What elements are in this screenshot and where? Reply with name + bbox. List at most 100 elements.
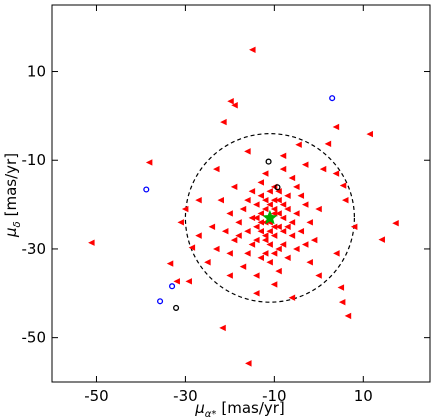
triangle-marker bbox=[284, 223, 291, 230]
triangle-marker bbox=[288, 219, 296, 226]
triangle-marker bbox=[188, 244, 196, 251]
triangle-marker bbox=[342, 196, 349, 204]
triangle-marker bbox=[227, 98, 234, 105]
x-tick-label: -10 bbox=[262, 387, 287, 405]
y-tick-label: -10 bbox=[22, 151, 47, 169]
triangle-marker bbox=[257, 192, 265, 199]
x-label-symbol: μ bbox=[194, 399, 205, 417]
x-tick-label: -50 bbox=[84, 387, 109, 405]
triangle-marker bbox=[244, 148, 251, 155]
circle-marker bbox=[143, 186, 150, 193]
circle-marker bbox=[274, 184, 281, 191]
triangle-marker bbox=[301, 241, 309, 248]
triangle-marker bbox=[279, 214, 287, 222]
triangle-marker bbox=[213, 165, 220, 173]
triangle-marker bbox=[261, 196, 269, 204]
triangle-marker bbox=[279, 241, 287, 248]
triangle-marker bbox=[297, 228, 305, 235]
triangle-marker bbox=[253, 272, 260, 279]
triangle-marker bbox=[275, 267, 282, 275]
star-marker bbox=[262, 209, 278, 225]
triangle-marker bbox=[248, 214, 256, 222]
triangle-marker bbox=[270, 205, 278, 213]
triangle-marker bbox=[350, 223, 358, 230]
y-label-unit: [mas/yr] bbox=[2, 153, 20, 216]
triangle-marker bbox=[261, 205, 269, 213]
triangle-marker bbox=[245, 360, 252, 367]
triangle-marker bbox=[230, 236, 238, 244]
y-tick-label: -50 bbox=[22, 329, 47, 347]
triangle-marker bbox=[177, 219, 184, 226]
triangle-marker bbox=[257, 254, 265, 262]
triangle-marker bbox=[306, 259, 313, 266]
triangle-marker bbox=[220, 118, 227, 126]
triangle-marker bbox=[253, 214, 260, 222]
triangle-marker bbox=[253, 201, 260, 208]
circle-marker bbox=[265, 158, 272, 165]
triangle-marker bbox=[288, 174, 296, 182]
y-axis-label: μδ [mas/yr] bbox=[2, 153, 23, 238]
triangle-marker bbox=[344, 312, 352, 320]
triangle-marker bbox=[195, 232, 202, 239]
triangle-marker bbox=[195, 196, 202, 204]
triangle-marker bbox=[270, 210, 278, 217]
triangle-marker bbox=[208, 223, 216, 230]
triangle-marker bbox=[324, 140, 332, 148]
triangle-marker bbox=[181, 205, 189, 213]
triangle-marker bbox=[293, 183, 300, 191]
triangle-marker bbox=[275, 210, 282, 217]
triangle-marker bbox=[261, 236, 269, 244]
triangle-marker bbox=[301, 161, 309, 168]
triangle-marker bbox=[257, 210, 265, 217]
circle-marker bbox=[169, 283, 176, 290]
triangle-marker bbox=[306, 219, 313, 226]
triangle-marker bbox=[275, 245, 282, 253]
triangle-marker bbox=[173, 278, 180, 285]
triangle-marker bbox=[166, 260, 174, 267]
triangle-marker bbox=[235, 232, 242, 239]
triangle-marker bbox=[333, 250, 340, 257]
triangle-marker bbox=[279, 201, 287, 208]
triangle-marker bbox=[244, 228, 251, 235]
triangle-marker bbox=[261, 232, 269, 239]
triangle-marker bbox=[239, 205, 247, 213]
triangle-marker bbox=[248, 188, 256, 195]
triangle-marker bbox=[339, 182, 347, 189]
triangle-marker bbox=[293, 245, 300, 253]
triangle-marker bbox=[332, 123, 340, 131]
triangle-marker bbox=[249, 46, 256, 53]
triangle-marker bbox=[257, 228, 265, 235]
triangle-marker bbox=[295, 141, 302, 148]
x-tick-label: 10 bbox=[354, 387, 373, 405]
triangle-marker bbox=[204, 259, 211, 266]
triangle-marker bbox=[257, 219, 265, 226]
triangle-marker bbox=[366, 130, 373, 138]
triangle-marker bbox=[266, 259, 273, 266]
triangle-marker bbox=[213, 245, 220, 253]
triangle-marker bbox=[270, 250, 278, 257]
x-label-subscript: α* bbox=[205, 409, 217, 420]
triangle-marker bbox=[248, 241, 256, 248]
triangle-marker bbox=[297, 192, 305, 199]
triangle-marker bbox=[231, 102, 238, 109]
triangle-marker bbox=[270, 281, 278, 288]
triangle-marker bbox=[261, 250, 269, 257]
triangle-marker bbox=[275, 223, 282, 230]
triangle-marker bbox=[185, 278, 192, 285]
triangle-marker bbox=[332, 170, 340, 177]
x-axis-label: μα* [mas/yr] bbox=[194, 399, 285, 420]
triangle-marker bbox=[270, 196, 278, 204]
circle-marker bbox=[157, 298, 164, 305]
y-label-symbol: μ bbox=[2, 228, 20, 239]
triangle-marker bbox=[253, 236, 260, 244]
triangle-marker bbox=[284, 192, 291, 199]
triangle-marker bbox=[310, 236, 318, 244]
triangle-marker bbox=[230, 183, 238, 191]
triangle-marker bbox=[239, 263, 247, 270]
triangle-marker bbox=[392, 220, 399, 227]
triangle-marker bbox=[261, 170, 269, 177]
y-tick-label: -30 bbox=[22, 240, 47, 258]
triangle-marker bbox=[226, 210, 233, 217]
triangle-marker bbox=[288, 294, 296, 301]
